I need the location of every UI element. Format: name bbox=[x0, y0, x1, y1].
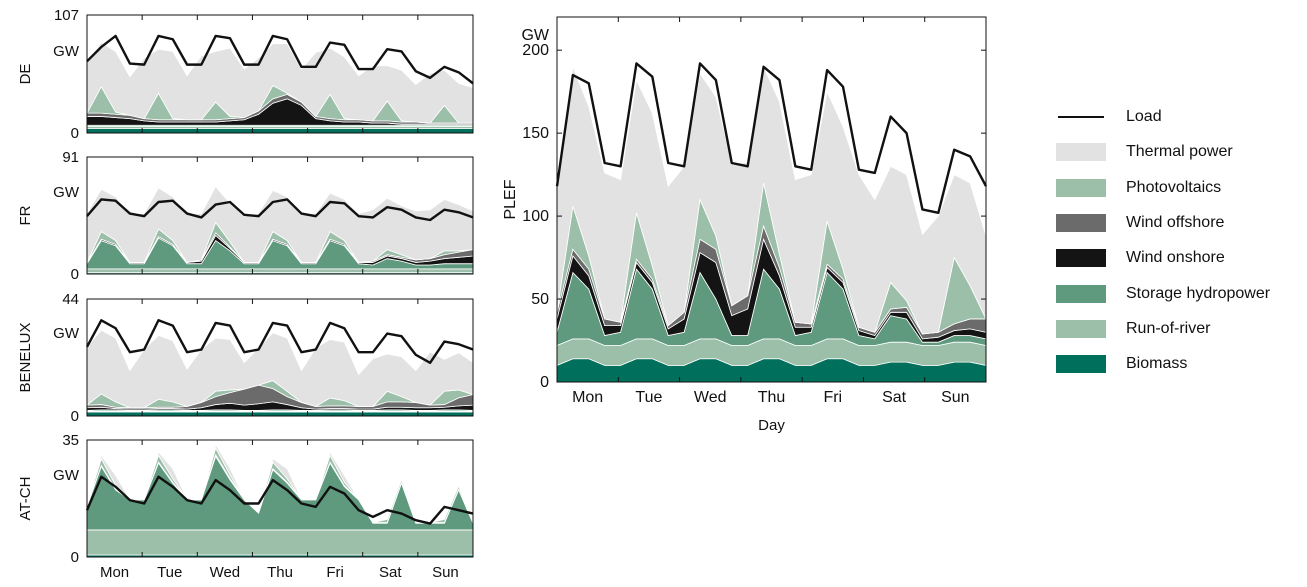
y-tick-label-plef: 100 bbox=[522, 208, 549, 225]
y-axis-label-fr: FR bbox=[17, 205, 34, 225]
plot-frame-at-ch bbox=[86, 439, 474, 558]
y-tick-label-fr: 0 bbox=[71, 266, 79, 283]
legend-label-storage-hydropower: Storage hydropower bbox=[1126, 285, 1271, 302]
load-line-de bbox=[86, 34, 474, 85]
x-tick-label-plef: Sun bbox=[941, 389, 969, 406]
y-tick-label-plef: 150 bbox=[522, 125, 549, 142]
legend-item-photovoltaics: Photovoltaics bbox=[1056, 177, 1306, 199]
plot-frame-plef bbox=[556, 16, 987, 383]
legend-label-thermal-power: Thermal power bbox=[1126, 143, 1233, 160]
y-tick-label-at-ch: 35 bbox=[62, 432, 79, 449]
unit-label-fr: GW bbox=[53, 184, 80, 201]
legend-label-load: Load bbox=[1126, 108, 1162, 125]
unit-label-plef: GW bbox=[521, 27, 549, 44]
plot-frame-benelux bbox=[86, 298, 474, 417]
load-line-benelux bbox=[85, 319, 474, 365]
x-tick-label-at-ch: Mon bbox=[100, 564, 129, 581]
x-tick-label-at-ch: Fri bbox=[326, 564, 344, 581]
y-tick-label-de: 107 bbox=[54, 7, 79, 24]
y-tick-label-fr: 91 bbox=[62, 149, 79, 166]
load-line-at-ch bbox=[85, 475, 474, 525]
legend-swatch-wind-onshore bbox=[1056, 249, 1106, 267]
x-tick-label-at-ch: Thu bbox=[267, 564, 293, 581]
unit-label-benelux: GW bbox=[53, 325, 80, 342]
panel-benelux: 0 44 GW BENELUX bbox=[17, 291, 475, 425]
legend-label-biomass: Biomass bbox=[1126, 355, 1188, 372]
x-tick-label-plef: Wed bbox=[694, 389, 727, 406]
panel-fr: 0 91 GW FR bbox=[17, 149, 474, 283]
legend-swatch-storage-hydropower bbox=[1056, 285, 1106, 303]
x-tick-label-plef: Mon bbox=[572, 389, 603, 406]
x-tick-label-at-ch: Sat bbox=[379, 564, 402, 581]
legend-label-wind-offshore: Wind offshore bbox=[1126, 214, 1225, 231]
legend-item-storage-hydropower: Storage hydropower bbox=[1056, 283, 1306, 305]
legend-swatch-load bbox=[1058, 116, 1104, 118]
legend-item-thermal-power: Thermal power bbox=[1056, 141, 1306, 163]
area-fr-run-of-river bbox=[86, 268, 474, 274]
area-de-biomass bbox=[86, 128, 474, 134]
unit-label-at-ch: GW bbox=[53, 467, 80, 484]
y-axis-label-de: DE bbox=[17, 64, 34, 85]
area-benelux-biomass bbox=[86, 411, 474, 417]
x-tick-label-at-ch: Wed bbox=[210, 564, 241, 581]
load-line-fr bbox=[86, 198, 474, 222]
plot-frame-fr bbox=[86, 156, 474, 275]
legend-item-load: Load bbox=[1056, 106, 1306, 128]
legend-label-photovoltaics: Photovoltaics bbox=[1126, 179, 1222, 196]
y-tick-label-at-ch: 0 bbox=[71, 549, 79, 566]
x-tick-label-plef: Fri bbox=[823, 389, 842, 406]
legend-item-biomass: Biomass bbox=[1056, 353, 1306, 375]
legend-swatch-photovoltaics bbox=[1056, 179, 1106, 197]
y-tick-label-de: 0 bbox=[71, 125, 79, 142]
legend-item-wind-offshore: Wind offshore bbox=[1056, 212, 1306, 234]
legend-swatch-thermal-power bbox=[1056, 143, 1106, 161]
x-axis-label-plef: Day bbox=[758, 417, 785, 434]
y-tick-label-plef: 50 bbox=[531, 291, 549, 308]
y-tick-label-plef: 0 bbox=[540, 374, 549, 391]
legend-item-wind-onshore: Wind onshore bbox=[1056, 247, 1306, 269]
legend-swatch-biomass bbox=[1056, 355, 1106, 373]
y-tick-label-benelux: 0 bbox=[71, 408, 79, 425]
x-tick-label-at-ch: Sun bbox=[432, 564, 459, 581]
load-line-plef bbox=[555, 62, 988, 214]
y-axis-label-benelux: BENELUX bbox=[17, 322, 34, 392]
unit-label-de: GW bbox=[53, 43, 80, 60]
panel-de: 0 107 GW DE bbox=[17, 7, 474, 142]
area-at-ch-run-of-river bbox=[86, 529, 474, 556]
legend-swatch-run-of-river bbox=[1056, 320, 1106, 338]
y-tick-label-plef: 200 bbox=[522, 42, 549, 59]
legend-swatch-wind-offshore bbox=[1056, 214, 1106, 232]
x-tick-label-plef: Sat bbox=[882, 389, 907, 406]
legend-item-run-of-river: Run-of-river bbox=[1056, 318, 1306, 340]
y-axis-label-plef: PLEF bbox=[502, 179, 519, 219]
plot-frame-de bbox=[86, 14, 474, 134]
legend-label-wind-onshore: Wind onshore bbox=[1126, 249, 1225, 266]
area-at-ch-thermal-power bbox=[86, 443, 474, 524]
legend-label-run-of-river: Run-of-river bbox=[1126, 320, 1211, 337]
x-tick-label-at-ch: Tue bbox=[157, 564, 182, 581]
x-tick-label-plef: Tue bbox=[635, 389, 662, 406]
y-axis-label-at-ch: AT-CH bbox=[17, 477, 34, 521]
x-tick-label-plef: Thu bbox=[758, 389, 786, 406]
panel-at-ch: 0 35 GW AT-CH Mon Tue Wed Thu Fri Sat Sun bbox=[17, 432, 474, 581]
y-tick-label-benelux: 44 bbox=[62, 291, 79, 308]
